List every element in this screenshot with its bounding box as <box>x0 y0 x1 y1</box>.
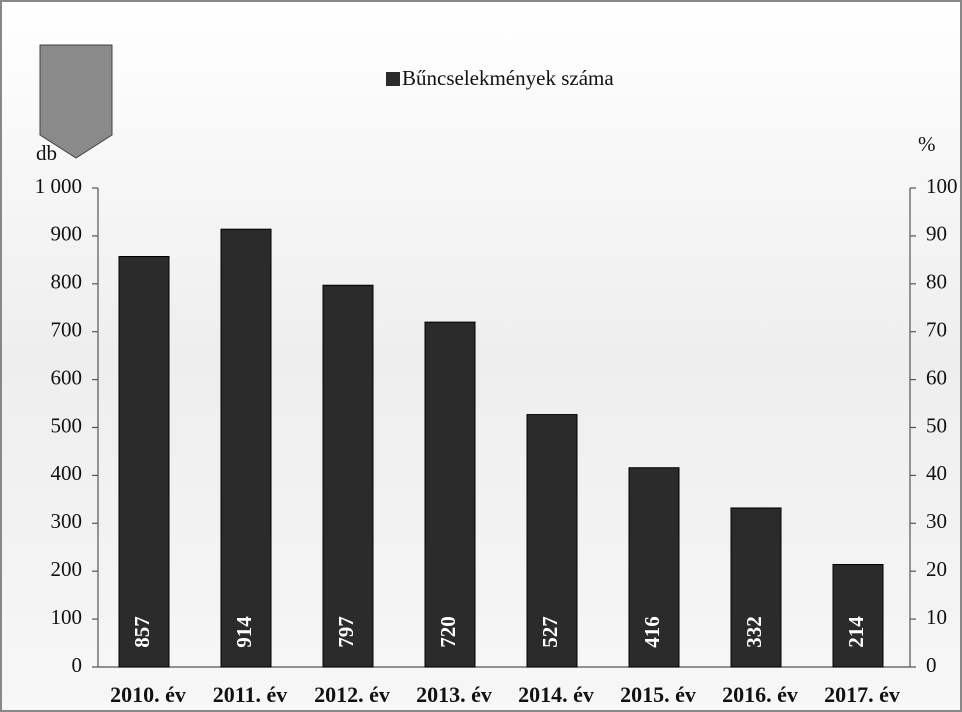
y-tick-label: 600 <box>51 365 83 389</box>
y-tick-label: 200 <box>51 557 83 581</box>
y2-tick-label: 30 <box>926 509 947 533</box>
bar <box>628 467 680 668</box>
value-label: 857 <box>130 616 154 648</box>
bar <box>424 321 476 668</box>
bar <box>220 228 272 668</box>
value-label: 797 <box>334 616 358 648</box>
bar <box>832 563 884 668</box>
bar <box>526 414 578 668</box>
legend-swatch <box>386 72 400 86</box>
y-axis-title: db <box>36 141 57 165</box>
x-tick-label: 2015. év <box>620 682 696 707</box>
x-tick-label: 2012. év <box>314 682 390 707</box>
y-tick-label: 0 <box>72 653 83 677</box>
bar <box>118 255 170 668</box>
y2-tick-label: 10 <box>926 605 947 629</box>
value-label: 416 <box>640 616 664 648</box>
x-tick-label: 2013. év <box>416 682 492 707</box>
y2-tick-label: 0 <box>926 653 937 677</box>
bar <box>730 507 782 668</box>
x-tick-label: 2014. év <box>518 682 594 707</box>
value-label: 720 <box>436 616 460 648</box>
y-tick-label: 900 <box>51 222 83 246</box>
bar <box>322 284 374 668</box>
value-label: 214 <box>844 616 868 648</box>
y2-tick-label: 90 <box>926 222 947 246</box>
x-tick-label: 2016. év <box>722 682 798 707</box>
value-label: 527 <box>538 616 562 648</box>
value-label: 332 <box>742 616 766 648</box>
y-tick-label: 400 <box>51 461 83 485</box>
x-tick-label: 2011. év <box>213 682 288 707</box>
y2-axis-title: % <box>918 132 936 156</box>
y2-tick-label: 80 <box>926 270 947 294</box>
x-tick-label: 2017. év <box>824 682 900 707</box>
y2-tick-label: 40 <box>926 461 947 485</box>
x-tick-label: 2010. év <box>110 682 186 707</box>
y2-tick-label: 70 <box>926 318 947 342</box>
y-tick-label: 700 <box>51 318 83 342</box>
value-label: 914 <box>232 616 256 648</box>
y2-tick-label: 100 <box>926 174 958 198</box>
y-tick-label: 1 000 <box>35 174 82 198</box>
y-tick-label: 300 <box>51 509 83 533</box>
logo <box>39 44 113 159</box>
y-tick-label: 800 <box>51 270 83 294</box>
y2-tick-label: 20 <box>926 557 947 581</box>
y-tick-label: 500 <box>51 413 83 437</box>
y-tick-label: 100 <box>51 605 83 629</box>
legend-label: Bűncselekmények száma <box>402 66 614 90</box>
y2-tick-label: 60 <box>926 365 947 389</box>
y2-tick-label: 50 <box>926 413 947 437</box>
